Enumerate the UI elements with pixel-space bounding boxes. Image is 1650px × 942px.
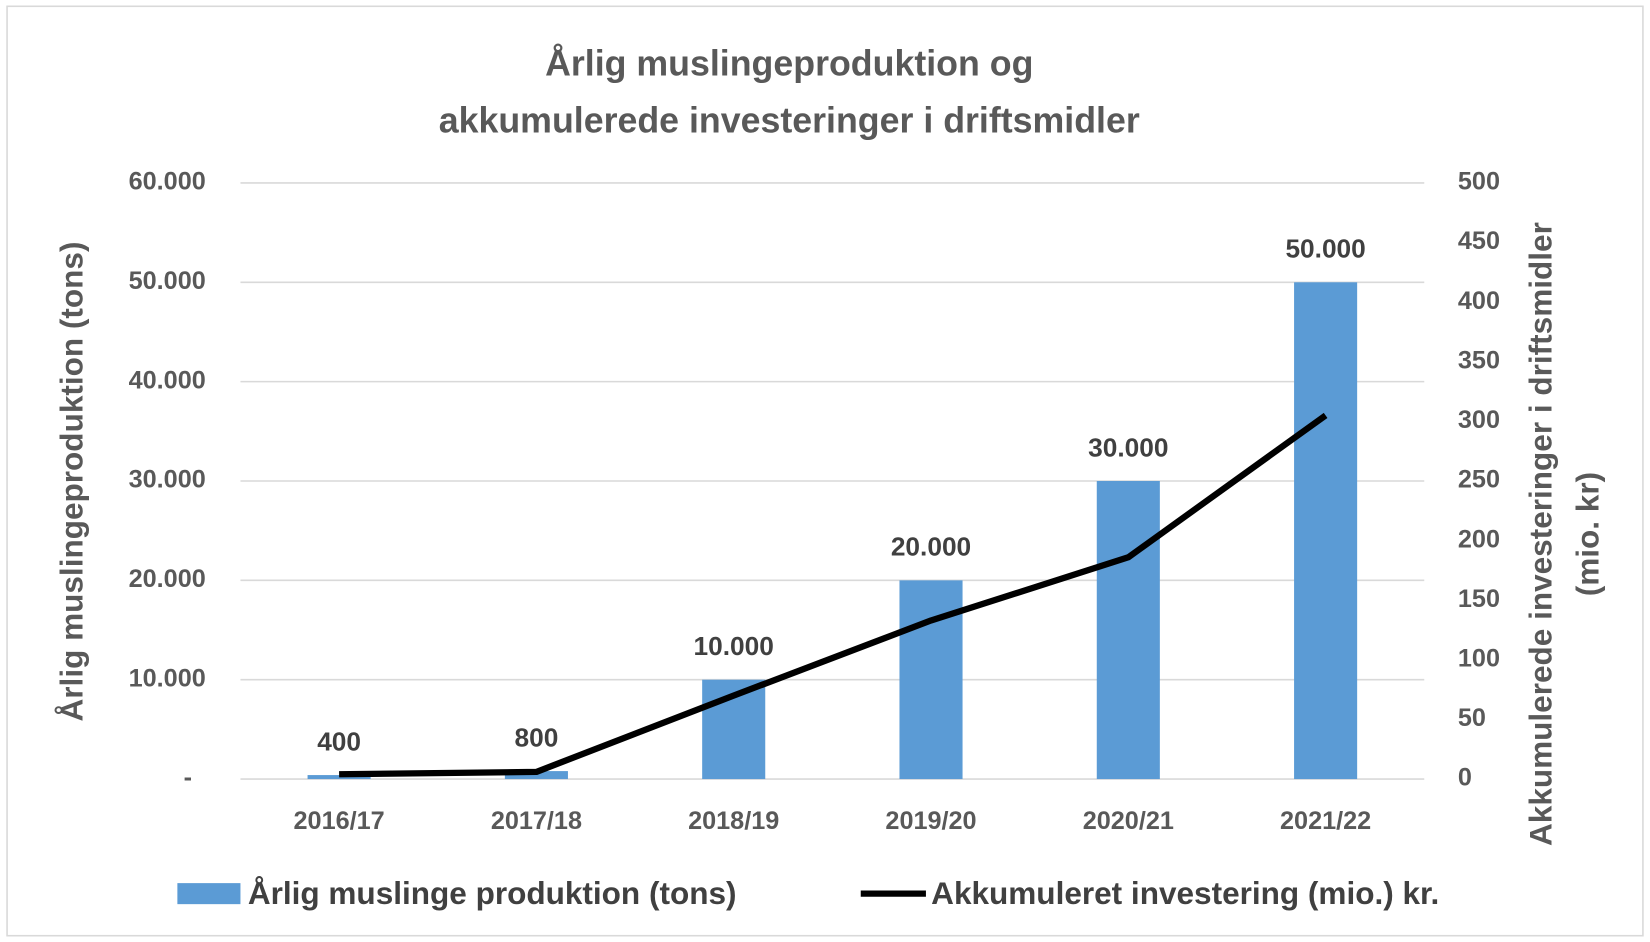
y2-tick-label: 250	[1458, 466, 1500, 494]
data-label: 50.000	[1285, 234, 1365, 264]
y2-tick-label: 50	[1458, 704, 1486, 732]
y2-tick-label: 300	[1458, 406, 1500, 434]
chart-title-line: akkumulerede investeringer i driftsmidle…	[439, 100, 1140, 140]
y2-axis-label: Akkumulerede investeringer i driftsmidle…	[1522, 222, 1558, 846]
y2-tick-label: 350	[1458, 346, 1500, 374]
y2-tick-label: 0	[1458, 764, 1472, 792]
bar	[1294, 282, 1358, 780]
y-tick-label: 60.000	[129, 168, 206, 196]
chart-title-line: Årlig muslingeproduktion og	[545, 44, 1033, 84]
x-tick-label: 2019/20	[885, 807, 976, 835]
x-tick-label: 2018/19	[688, 807, 779, 835]
y2-axis-label: (mio. kr)	[1570, 472, 1606, 596]
y-tick-label: 50.000	[129, 267, 206, 295]
x-tick-label: 2020/21	[1083, 807, 1174, 835]
line-series	[339, 412, 1328, 778]
y2-tick-label: 200	[1458, 525, 1500, 553]
y-tick-label: 30.000	[129, 466, 206, 494]
y-tick-label: -	[184, 764, 192, 792]
x-tick-label: 2017/18	[491, 807, 582, 835]
y2-tick-label: 450	[1458, 227, 1500, 255]
y-tick-label: 20.000	[129, 565, 206, 593]
bar	[307, 775, 371, 780]
data-label: 800	[514, 722, 558, 752]
y-tick-label: 10.000	[129, 664, 206, 692]
data-label: 400	[317, 726, 361, 756]
bar	[504, 771, 568, 780]
legend-swatch	[177, 883, 241, 905]
data-label: 20.000	[891, 532, 971, 562]
y2-tick-label: 500	[1458, 168, 1500, 196]
data-label: 30.000	[1088, 432, 1168, 462]
legend-label: Akkumuleret investering (mio.) kr.	[931, 875, 1439, 911]
y-axis-label: Årlig muslingeproduktion (tons)	[54, 242, 90, 722]
y-tick-label: 40.000	[129, 366, 206, 394]
data-label: 10.000	[694, 631, 774, 661]
legend-label: Årlig muslinge produktion (tons)	[248, 875, 737, 911]
x-tick-label: 2021/22	[1280, 807, 1371, 835]
y2-tick-label: 150	[1458, 585, 1500, 613]
bar	[1096, 480, 1160, 780]
y2-tick-label: 100	[1458, 644, 1500, 672]
chart-border	[6, 5, 1644, 937]
y2-tick-label: 400	[1458, 287, 1500, 315]
x-tick-label: 2016/17	[294, 807, 385, 835]
